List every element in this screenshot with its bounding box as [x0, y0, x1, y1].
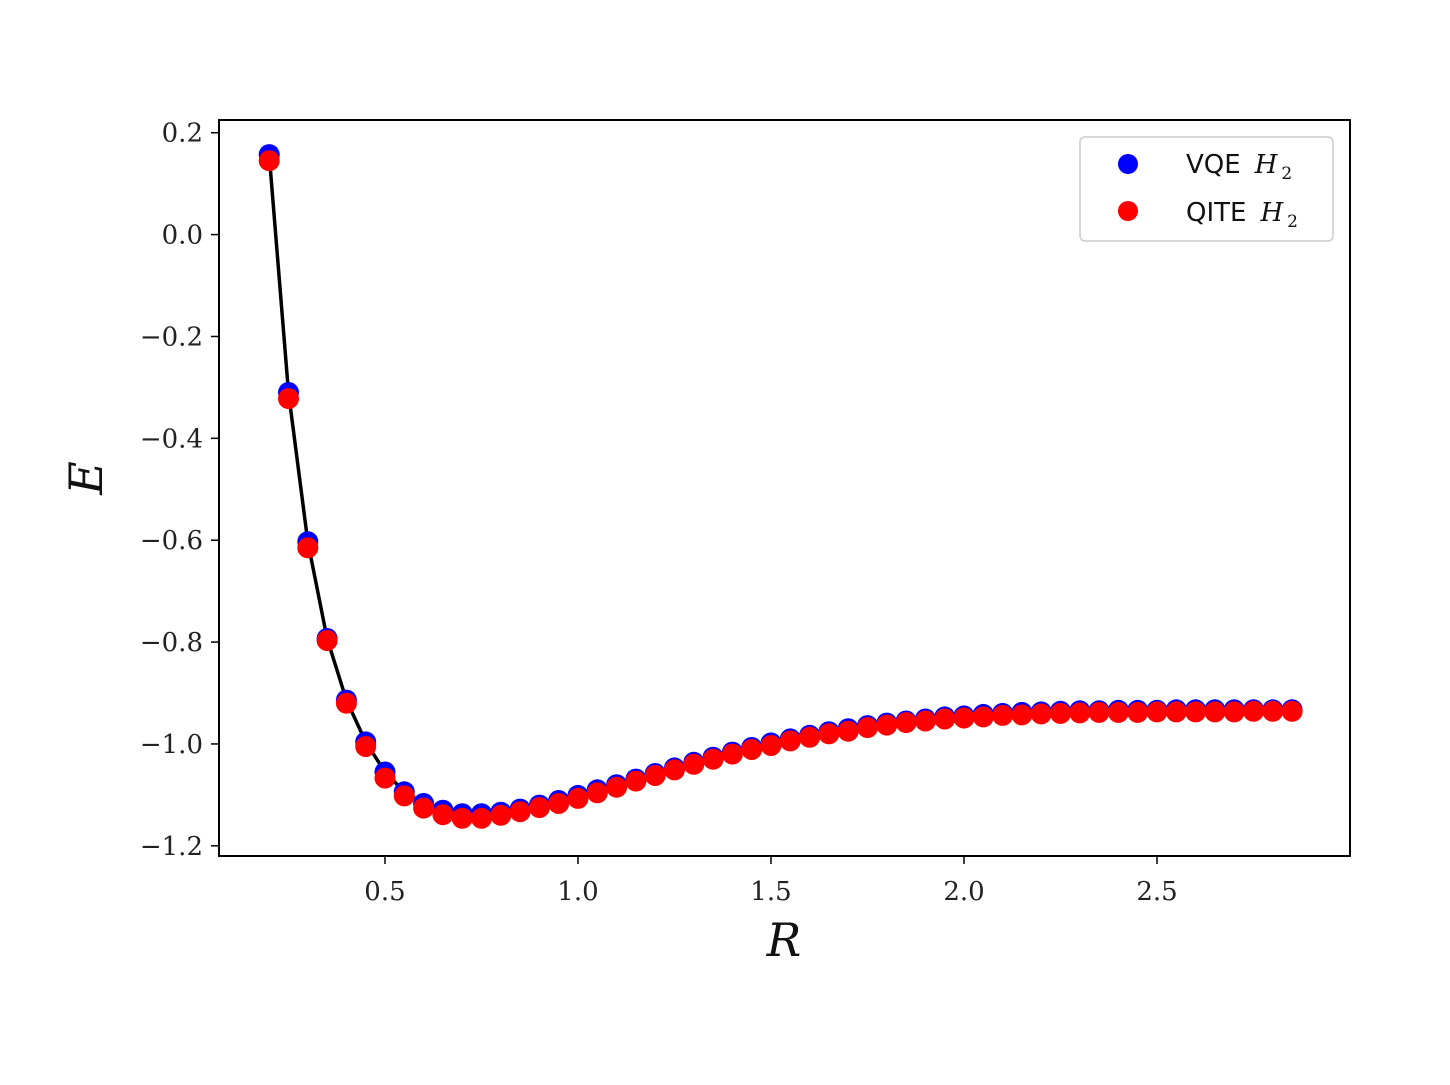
qite-point-24 [721, 743, 743, 765]
qite-point-3 [316, 630, 338, 651]
qite-point-42 [1069, 702, 1091, 724]
qite-point-44 [1107, 701, 1129, 723]
qite-point-14 [528, 797, 550, 819]
qite-point-28 [799, 726, 821, 748]
qite-point-20 [644, 765, 666, 786]
qite-point-33 [895, 712, 917, 734]
qite-point-43 [1088, 701, 1110, 723]
qite-point-19 [625, 770, 647, 792]
qite-point-52 [1262, 700, 1284, 722]
y-axis-title: E [59, 461, 113, 496]
y-tick-label: −0.6 [140, 526, 203, 556]
legend-entry-vqe: VQE H 2 [1118, 150, 1292, 184]
qite-point-11 [471, 807, 492, 829]
y-tick-label: −0.2 [140, 322, 203, 352]
qite-point-22 [683, 753, 705, 775]
qite-point-17 [586, 782, 608, 804]
qite-point-47 [1165, 701, 1187, 723]
qite-point-31 [857, 717, 878, 739]
x-tick-label: 0.5 [364, 877, 405, 907]
y-tick-label: −1.2 [140, 832, 203, 862]
legend: VQE H 2 QITE H 2 [1079, 136, 1334, 242]
qite-point-38 [992, 704, 1014, 726]
x-axis-title: R [766, 913, 802, 967]
y-tick-label: −1.0 [140, 730, 203, 760]
legend-marker-qite [1118, 201, 1138, 221]
qite-point-48 [1185, 701, 1207, 723]
qite-point-16 [567, 787, 589, 809]
y-axis-ticks: 0.2 0.0 −0.2 −0.4 −0.6 −0.8 −1.0 −1.2 [140, 119, 219, 862]
x-tick-label: 2.5 [1136, 877, 1177, 907]
qite-point-50 [1223, 701, 1245, 723]
x-tick-label: 1.5 [750, 877, 791, 907]
x-tick-label: 2.0 [943, 877, 984, 907]
qite-point-51 [1243, 700, 1264, 722]
qite-point-8 [413, 797, 435, 819]
qite-point-23 [702, 748, 724, 770]
qite-point-39 [1011, 704, 1033, 726]
qite-point-0 [258, 150, 280, 172]
y-tick-label: 0.2 [162, 119, 203, 149]
qite-point-6 [374, 767, 396, 789]
qite-point-13 [509, 801, 531, 823]
qite-point-34 [914, 710, 936, 732]
qite-point-41 [1050, 702, 1071, 724]
qite-point-2 [297, 537, 319, 559]
qite-point-18 [606, 776, 628, 798]
legend-box [1079, 136, 1334, 242]
qite-point-36 [953, 707, 975, 729]
qite-point-21 [664, 759, 685, 781]
qite-point-26 [760, 735, 782, 756]
y-tick-label: −0.8 [140, 628, 203, 658]
qite-point-27 [779, 730, 801, 752]
plot-frame [218, 119, 1351, 857]
qite-point-5 [355, 736, 377, 757]
data-points-layer [258, 144, 1303, 829]
legend-label-vqe: VQE H 2 [1186, 150, 1292, 184]
qite-point-7 [393, 785, 415, 807]
qite-point-29 [818, 723, 840, 745]
qite-point-9 [432, 804, 454, 826]
qite-point-12 [490, 804, 512, 826]
qite-point-32 [876, 714, 898, 736]
qite-point-37 [972, 706, 994, 728]
qite-point-35 [934, 708, 956, 730]
qite-point-46 [1146, 701, 1168, 723]
qite-point-4 [335, 692, 357, 714]
legend-marker-vqe [1118, 154, 1138, 174]
qite-point-15 [548, 793, 570, 814]
legend-label-qite: QITE H 2 [1186, 198, 1298, 232]
qite-point-1 [278, 388, 299, 410]
x-tick-label: 1.0 [557, 877, 598, 907]
qite-point-10 [451, 807, 473, 829]
qite-point-30 [837, 720, 859, 742]
y-tick-label: 0.0 [162, 221, 203, 251]
qite-point-25 [741, 739, 763, 760]
qite-point-40 [1030, 703, 1052, 725]
qite-point-49 [1204, 701, 1226, 723]
y-tick-label: −0.4 [140, 424, 203, 454]
legend-entry-qite: QITE H 2 [1118, 198, 1298, 232]
x-axis-ticks: 0.5 1.0 1.5 2.0 2.5 [364, 856, 1178, 907]
qite-point-53 [1281, 700, 1303, 722]
qite-point-45 [1127, 701, 1149, 723]
